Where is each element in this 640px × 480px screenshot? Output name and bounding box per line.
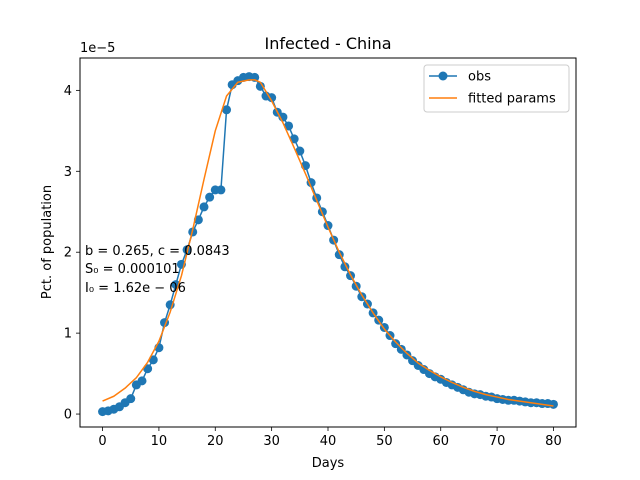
- data-point-obs: [402, 350, 412, 360]
- x-tick-label: 50: [376, 434, 393, 449]
- x-tick-label: 40: [320, 434, 337, 449]
- legend-marker-obs: [438, 71, 448, 81]
- y-axis-label: Pct. of population: [40, 185, 55, 299]
- legend: obs fitted params: [423, 64, 570, 113]
- legend-label-obs: obs: [468, 70, 491, 85]
- data-point-obs: [137, 376, 147, 386]
- plot-area: [98, 72, 558, 417]
- x-tick-label: 80: [545, 434, 562, 449]
- x-tick-label: 0: [98, 434, 106, 449]
- x-tick-label: 10: [151, 434, 168, 449]
- x-tick-label: 70: [489, 434, 506, 449]
- y-tick-label: 2: [64, 246, 72, 261]
- y-tick-label: 3: [64, 165, 72, 180]
- legend-box: [423, 64, 570, 113]
- annotation-line-1: b = 0.265, c = 0.0843: [85, 244, 230, 259]
- chart-title: Infected - China: [264, 34, 391, 53]
- data-point-obs: [126, 394, 136, 404]
- x-tick-label: 30: [263, 434, 280, 449]
- data-point-obs: [295, 146, 305, 156]
- y-multiplier-label: 1e−5: [80, 41, 115, 56]
- annotation-line-3: I₀ = 1.62e − 06: [85, 281, 186, 296]
- legend-label-fitted-params: fitted params: [468, 92, 556, 107]
- data-point-obs: [548, 399, 558, 409]
- data-point-obs: [205, 192, 215, 202]
- y-tick-label: 4: [64, 84, 72, 99]
- annotation-line-2: S₀ = 0.000101: [85, 262, 180, 277]
- data-point-obs: [267, 93, 277, 103]
- series-line-fitted-params: [102, 79, 554, 407]
- annotation: b = 0.265, c = 0.0843 S₀ = 0.000101 I₀ =…: [85, 244, 230, 296]
- data-point-obs: [255, 81, 265, 91]
- data-point-obs: [396, 344, 406, 354]
- data-point-obs: [199, 202, 209, 212]
- data-point-obs: [391, 339, 401, 349]
- data-point-obs: [148, 355, 158, 365]
- data-point-obs: [284, 121, 294, 131]
- x-tick-label: 20: [207, 434, 224, 449]
- y-tick-label: 1: [64, 327, 72, 342]
- x-tick-label: 60: [432, 434, 449, 449]
- data-point-obs: [216, 185, 226, 195]
- data-point-obs: [222, 105, 232, 115]
- y-axis: 0 1 2 3 4: [64, 84, 80, 423]
- x-axis: 0 10 20 30 40 50 60 70 80: [98, 427, 562, 449]
- y-tick-label: 0: [64, 408, 72, 423]
- series-layer: [98, 72, 558, 417]
- x-axis-label: Days: [312, 456, 345, 471]
